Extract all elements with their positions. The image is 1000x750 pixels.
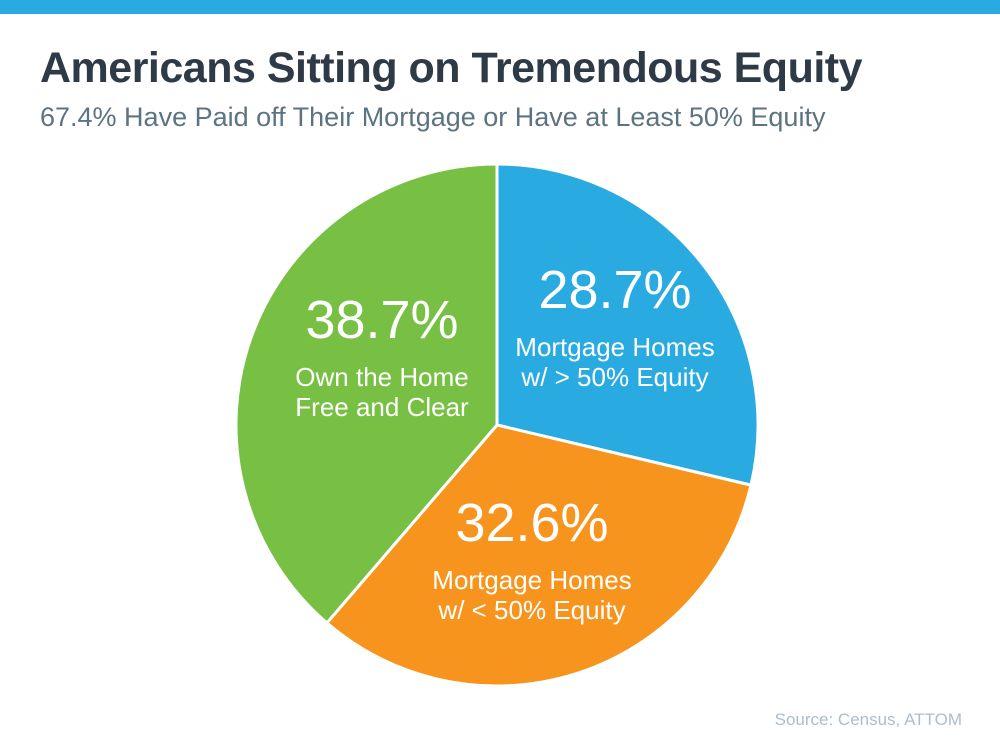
top-accent-bar [0, 0, 1000, 14]
page-title: Americans Sitting on Tremendous Equity [40, 44, 863, 92]
pie-slice-1 [325, 423, 753, 688]
pie-slice-2 [234, 162, 499, 625]
pie-slice-0 [495, 162, 760, 487]
page-subtitle: 67.4% Have Paid off Their Mortgage or Ha… [40, 102, 826, 132]
source-credit: Source: Census, ATTOM [774, 710, 962, 729]
